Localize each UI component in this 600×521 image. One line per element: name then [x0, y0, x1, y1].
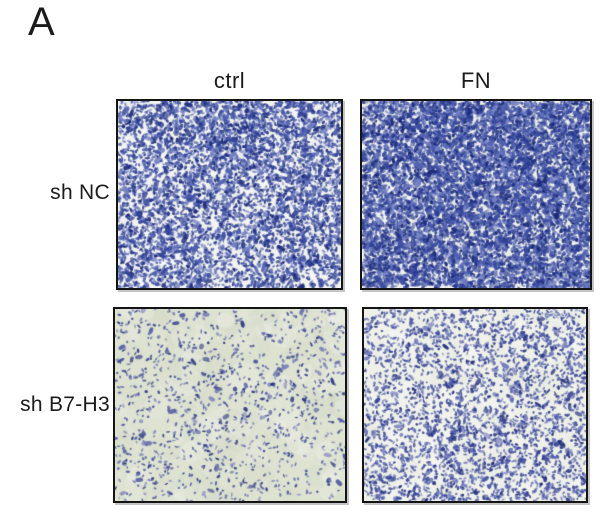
panel-label: A [28, 0, 55, 44]
cell-image-canvas [118, 101, 341, 288]
micrograph-shb7h3-ctrl [113, 307, 347, 503]
micrograph-shnc-fn [360, 99, 592, 290]
row-label-sh-nc: sh NC [50, 181, 110, 204]
micrograph-shnc-ctrl [116, 99, 343, 290]
row-label-sh-b7-h3: sh B7-H3 [20, 393, 110, 416]
cell-image-canvas [115, 309, 345, 501]
column-header-fn: FN [460, 68, 492, 93]
column-header-ctrl: ctrl [213, 68, 246, 93]
cell-image-canvas [362, 101, 590, 288]
micrograph-shb7h3-fn [362, 307, 588, 503]
cell-image-canvas [364, 309, 586, 501]
